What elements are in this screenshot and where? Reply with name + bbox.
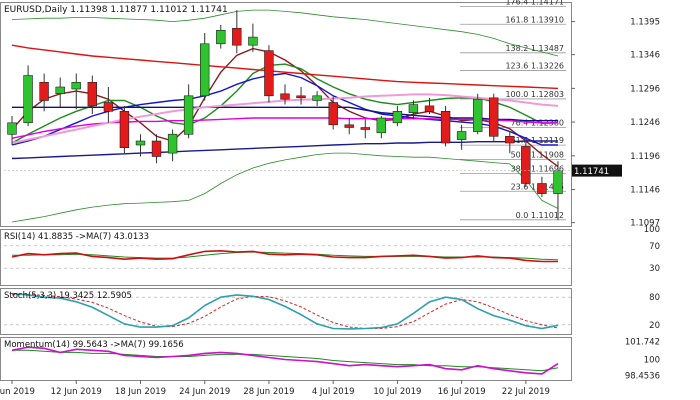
candle-bearish	[537, 183, 547, 194]
candle-bullish	[216, 29, 226, 45]
candle-bullish	[392, 111, 403, 124]
candle-bearish	[344, 124, 354, 128]
candle-bullish	[456, 131, 467, 140]
ma-fast-line	[11, 47, 559, 168]
candle-bullish	[23, 75, 33, 124]
axis-tick-label: 98.4536	[625, 371, 660, 381]
price-tick-label: 1.1346	[630, 51, 660, 61]
current-price-box	[572, 164, 622, 177]
bollinger-upper-line	[11, 9, 559, 57]
candle-bearish	[119, 111, 130, 149]
fib-level-label: 123.6 1.13226	[505, 61, 564, 70]
candle-bearish	[151, 140, 162, 157]
fib-level-label: 138.2 1.13487	[505, 44, 564, 53]
ma-blue-line	[11, 72, 558, 146]
candle-bearish	[521, 146, 531, 184]
x-tick-label: 6 Jun 2019	[0, 387, 35, 397]
x-tick-label: 10 Jul 2019	[373, 387, 421, 397]
price-pane-frame	[0, 2, 572, 227]
candle-bearish	[360, 127, 370, 130]
fib-level-label: 161.8 1.13910	[505, 15, 564, 24]
rsi-pane-frame	[0, 229, 572, 286]
price-tick-label: 1.1246	[630, 118, 660, 128]
candle-bearish	[280, 93, 290, 100]
axis-tick-label: 30	[649, 264, 660, 274]
candle-bullish	[55, 86, 65, 94]
price-tick-label: 1.1395	[630, 18, 660, 28]
fib-level-label: 0.0 1.11012	[516, 211, 564, 220]
x-tick-label: 4 Jul 2019	[312, 387, 355, 397]
axis-tick-label: 101.742	[625, 338, 660, 348]
x-tick-label: 12 Jun 2019	[51, 387, 102, 397]
price-pane: 1.1097 1.1146 1.1196 1.1246 1.1296 1.1346 1.13…	[0, 0, 660, 229]
fib-level-label: 50.0 1.11908	[511, 150, 564, 159]
bollinger-lower-line	[11, 152, 559, 223]
candle-bullish	[312, 95, 322, 101]
momentum-pane: 98.4536 100 101.742 Momentum(14) 99.5643 ->…	[0, 337, 660, 381]
price-tick-label: 1.1097	[630, 219, 660, 229]
price-tick-label: 1.1196	[630, 152, 660, 162]
momentum-main-line	[11, 346, 559, 375]
candle-bearish	[424, 105, 435, 112]
momentum-ma-line	[12, 349, 559, 372]
candle-bearish	[440, 111, 451, 144]
candle-bearish	[328, 102, 338, 126]
rsi-main-line	[11, 249, 558, 263]
x-tick-label: 16 Jul 2019	[438, 387, 486, 397]
current-price-label: 1.11741	[574, 167, 609, 177]
ma-navy-long-line	[12, 106, 558, 122]
stochastic-label: Stoch(5,3,3) 19.3425 12.5905	[4, 291, 132, 301]
candle-bullish	[183, 95, 194, 135]
axis-tick-label: 100	[644, 356, 660, 366]
axis-tick-label: 80	[649, 293, 660, 303]
candle-bearish	[505, 136, 515, 144]
stochastic-ma-line	[11, 293, 559, 329]
candle-bullish	[408, 104, 419, 113]
momentum-pane-frame	[0, 337, 572, 381]
x-tick-label: 24 Jun 2019	[179, 387, 230, 397]
candle-bearish	[488, 97, 499, 137]
fib-level-label: 176.4 1.14171	[505, 0, 564, 7]
x-tick-label: 22 Jul 2019	[502, 387, 550, 397]
price-tick-label: 1.1296	[630, 84, 660, 94]
fib-level-label: 100.0 1.12803	[505, 90, 564, 99]
rsi-label: RSI(14) 41.8835 ->MA(7) 43.0133	[4, 232, 149, 242]
candle-bullish	[200, 43, 210, 97]
fib-level-label: 38.2 1.11696	[511, 165, 564, 174]
stochastic-pane: 20 80 Stoch(5,3,3) 19.3425 12.5905	[0, 288, 660, 335]
candle-bullish	[135, 140, 146, 146]
candle-bullish	[7, 122, 17, 135]
axis-tick-label: 20	[649, 321, 660, 331]
rsi-pane: 30 70 100 RSI(14) 41.8835 ->MA(7) 43.0133	[0, 225, 660, 286]
candle-bullish	[71, 82, 81, 90]
x-tick-label: 28 Jun 2019	[243, 387, 294, 397]
x-axis: 6 Jun 2019 12 Jun 2019 18 Jun 2019 24 Jun 2…	[0, 380, 550, 397]
candle-bullish	[553, 170, 563, 194]
price-tick-label: 1.1146	[630, 186, 660, 196]
candle-bullish	[248, 36, 258, 46]
candle-bearish	[39, 82, 49, 101]
candle-bullish	[167, 133, 178, 154]
candle-bearish	[264, 50, 274, 97]
x-tick-label: 18 Jun 2019	[115, 387, 166, 397]
ma-navy-rising-line	[11, 140, 558, 160]
stochastic-main-line	[11, 292, 559, 330]
candle-bearish	[103, 102, 114, 112]
ma-red-long-line	[11, 44, 559, 90]
axis-tick-label: 100	[644, 225, 660, 235]
candle-bullish	[376, 117, 386, 134]
momentum-label: Momentum(14) 99.5643 ->MA(7) 99.1656	[4, 340, 184, 350]
axis-tick-label: 70	[649, 242, 660, 252]
candle-bearish	[87, 82, 98, 107]
candle-bullish	[472, 98, 483, 132]
candle-bearish	[296, 95, 306, 99]
chart-header: EURUSD,Daily 1.11398 1.11877 1.11012 1.1…	[4, 5, 228, 15]
candle-bearish	[232, 27, 242, 46]
stochastic-pane-frame	[0, 288, 572, 335]
